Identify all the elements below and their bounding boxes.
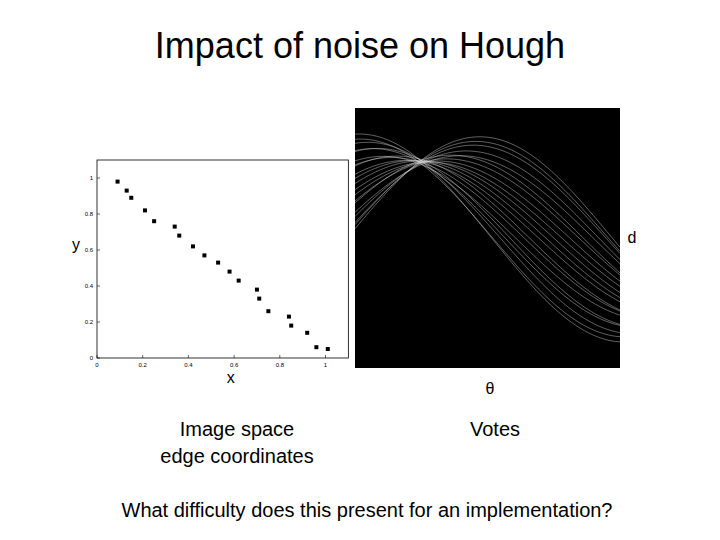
vote-curve: [355, 160, 620, 301]
y-tick: [97, 358, 100, 359]
point: [216, 261, 220, 265]
y-tick-label: 0.4: [85, 283, 94, 289]
point: [129, 196, 133, 200]
x-tick-label: 0.8: [276, 362, 285, 368]
vote-curve: [355, 157, 620, 311]
y-tick-label: 0.2: [85, 319, 94, 325]
y-tick-label: 0: [90, 355, 94, 361]
point: [228, 270, 232, 274]
point: [191, 244, 195, 248]
question: What difficulty does this present for an…: [122, 499, 613, 521]
point: [202, 253, 206, 257]
points: [116, 180, 330, 351]
vote-curve: [355, 161, 620, 298]
slide: Impact of noise on Hough 0 0.2 0.4 0.6 0.8 1 0 0…: [0, 0, 720, 540]
x-tick: [279, 355, 280, 358]
x-tick-label: 1: [324, 362, 328, 368]
point: [116, 180, 120, 184]
x-axis-label: θ: [486, 380, 495, 397]
point: [237, 279, 241, 283]
y-axis-label: d: [628, 229, 637, 246]
vote-curve: [355, 148, 620, 324]
vote-curve: [355, 142, 620, 332]
vote-curve: [355, 139, 620, 337]
x-tick: [188, 355, 189, 358]
y-tick: [97, 178, 100, 179]
x-tick: [234, 355, 235, 358]
y-tick: [97, 250, 100, 251]
plot-frame: [97, 160, 348, 358]
point: [289, 324, 293, 328]
x-tick: [97, 355, 98, 358]
point: [255, 288, 259, 292]
vote-curve: [355, 134, 620, 342]
x-tick-label: 0: [95, 362, 99, 368]
point: [314, 345, 318, 349]
x-tick-label: 0.2: [139, 362, 148, 368]
point: [125, 189, 129, 193]
point: [173, 225, 177, 229]
point: [177, 234, 181, 238]
point: [305, 331, 309, 335]
point: [266, 309, 270, 313]
x-tick: [325, 355, 326, 358]
vote-curve: [355, 159, 620, 275]
y-axis-label: y: [72, 236, 80, 253]
y-tick: [97, 322, 100, 323]
caption: edge coordinates: [160, 445, 313, 467]
y-tick: [97, 214, 100, 215]
y-tick: [97, 286, 100, 287]
x-tick-label: 0.6: [230, 362, 239, 368]
y-tick-label: 1: [90, 175, 94, 181]
point: [287, 315, 291, 319]
vote-curve: [355, 151, 620, 260]
x-tick-label: 0.4: [184, 362, 193, 368]
point: [257, 297, 261, 301]
point: [326, 347, 330, 351]
caption: Votes: [470, 418, 520, 440]
x-tick: [142, 355, 143, 358]
vote-curves: [355, 134, 620, 342]
point: [143, 208, 147, 212]
vote-curve: [355, 149, 620, 326]
votes-image: [355, 108, 620, 368]
vote-curve: [355, 156, 620, 315]
y-tick-label: 0.8: [85, 211, 94, 217]
x-axis-label: x: [227, 369, 235, 386]
point: [152, 219, 156, 223]
vote-curve: [355, 161, 620, 293]
slide-title: Impact of noise on Hough: [155, 25, 565, 66]
y-tick-label: 0.6: [85, 247, 94, 253]
caption: Image space: [180, 418, 295, 440]
